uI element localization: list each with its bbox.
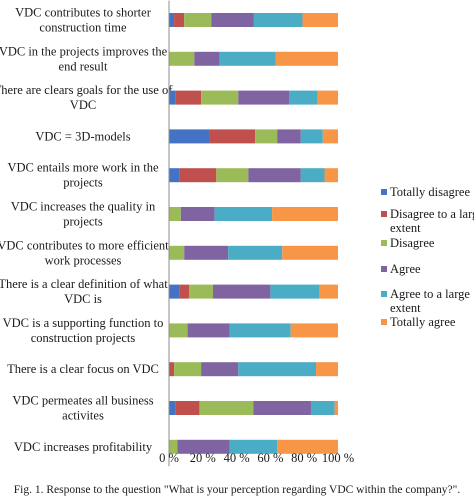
bar-segment bbox=[211, 13, 254, 27]
legend-swatch bbox=[381, 319, 387, 325]
bar-segment bbox=[194, 51, 220, 66]
bar-segment bbox=[317, 90, 338, 105]
bar-segment bbox=[175, 90, 202, 105]
x-tick-label: 40 % bbox=[224, 451, 250, 465]
legend-label: Totally disagree bbox=[390, 185, 470, 199]
bar-segment bbox=[272, 207, 338, 221]
bar-segment bbox=[288, 90, 318, 105]
bar-segment bbox=[184, 245, 229, 260]
bar-segment bbox=[277, 439, 338, 454]
category-label: VDC in the projects improves the end resu… bbox=[0, 44, 168, 73]
bar-segment bbox=[214, 207, 273, 221]
category-label: VDC contributes to more efficient work pr… bbox=[0, 238, 169, 267]
stacked-bar-chart: VDC contributes to shorter construction t… bbox=[0, 0, 474, 467]
bar-segment bbox=[282, 245, 338, 260]
bar-segment bbox=[216, 168, 249, 183]
category-label: VDC permeates all business activites bbox=[12, 394, 153, 423]
bar-segment bbox=[319, 284, 338, 299]
bar-segment bbox=[174, 362, 202, 377]
legend-swatch bbox=[381, 291, 387, 297]
bar-segment bbox=[169, 362, 175, 377]
legend: Totally disagree Disagree to a largeexten… bbox=[381, 185, 474, 329]
bar-segment bbox=[177, 439, 230, 454]
bar-segment bbox=[300, 129, 323, 144]
category-label: VDC increases profitability bbox=[14, 440, 153, 454]
bar-segment bbox=[253, 13, 303, 27]
x-tick-label: 60 % bbox=[257, 451, 283, 465]
bar-segment bbox=[179, 284, 190, 299]
x-tick-label: 100 % bbox=[322, 451, 354, 465]
category-label: VDC increases the quality in projects bbox=[11, 200, 156, 229]
bar-segment bbox=[275, 51, 338, 66]
x-tick-label: 0 % bbox=[159, 451, 179, 465]
bar-segment bbox=[322, 129, 338, 144]
bar-segment bbox=[229, 323, 291, 338]
bar-segment bbox=[189, 284, 213, 299]
category-label: VDC contributes to shorter construction t… bbox=[15, 6, 152, 35]
category-label: VDC is a supporting function to construct… bbox=[3, 316, 164, 345]
legend-swatch bbox=[381, 211, 387, 217]
category-label: There are clears goals for the use of VDC bbox=[0, 83, 173, 112]
bar-segment bbox=[201, 362, 239, 377]
bar-segment bbox=[169, 129, 210, 144]
bar-segment bbox=[277, 129, 301, 144]
bar-segment bbox=[229, 439, 278, 454]
bar-segment bbox=[300, 168, 325, 183]
bar-segment bbox=[174, 13, 185, 27]
bar-segment bbox=[175, 401, 200, 415]
legend-label: Disagree bbox=[390, 236, 435, 250]
bar-segment bbox=[255, 129, 278, 144]
figure-caption: Fig. 1. Response to the question "What i… bbox=[13, 484, 461, 496]
bar-segment bbox=[169, 207, 181, 221]
bar-segment bbox=[169, 168, 180, 183]
category-label: VDC = 3D-models bbox=[35, 129, 130, 143]
bar-segment bbox=[302, 13, 338, 27]
legend-swatch bbox=[381, 240, 387, 246]
bar-segment bbox=[248, 168, 301, 183]
legend-label: Totally agree bbox=[390, 315, 456, 329]
x-tick-label: 20 % bbox=[190, 451, 216, 465]
legend-swatch bbox=[381, 189, 387, 195]
bar-segment bbox=[270, 284, 320, 299]
bar-segment bbox=[169, 245, 185, 260]
bar-segment bbox=[334, 401, 338, 415]
bar-segment bbox=[169, 13, 175, 27]
bar-segment bbox=[169, 90, 176, 105]
bar-segment bbox=[179, 168, 217, 183]
bar-series bbox=[169, 13, 338, 454]
bar-segment bbox=[253, 401, 311, 415]
bar-segment bbox=[212, 284, 271, 299]
bar-segment bbox=[316, 362, 338, 377]
bar-segment bbox=[169, 284, 180, 299]
legend-label: Agree bbox=[390, 262, 421, 276]
bar-segment bbox=[169, 51, 195, 66]
bar-segment bbox=[209, 129, 256, 144]
category-label: There is a clear definition of what VDC i… bbox=[0, 277, 168, 306]
legend-label: Agree to a large extent bbox=[390, 287, 470, 315]
bar-segment bbox=[201, 90, 239, 105]
bar-segment bbox=[290, 323, 338, 338]
bar-segment bbox=[184, 13, 212, 27]
bar-segment bbox=[169, 439, 178, 454]
bar-segment bbox=[238, 90, 289, 105]
bar-segment bbox=[187, 323, 230, 338]
x-tick-label: 80 % bbox=[291, 451, 317, 465]
bar-segment bbox=[310, 401, 335, 415]
bar-segment bbox=[180, 207, 215, 221]
bar-segment bbox=[324, 168, 338, 183]
category-labels: VDC contributes to shorter construction t… bbox=[0, 6, 173, 454]
bar-segment bbox=[169, 323, 188, 338]
bar-segment bbox=[199, 401, 254, 415]
bar-segment bbox=[238, 362, 317, 377]
category-label: There is a clear focus on VDC bbox=[7, 362, 159, 376]
bar-segment bbox=[228, 245, 283, 260]
bar-segment bbox=[219, 51, 276, 66]
bar-segment bbox=[169, 401, 176, 415]
category-label: VDC entails more work in the projects bbox=[7, 161, 158, 190]
legend-swatch bbox=[381, 266, 387, 272]
x-axis: 0 % 20 % 40 % 60 % 80 % 100 % bbox=[159, 0, 354, 467]
